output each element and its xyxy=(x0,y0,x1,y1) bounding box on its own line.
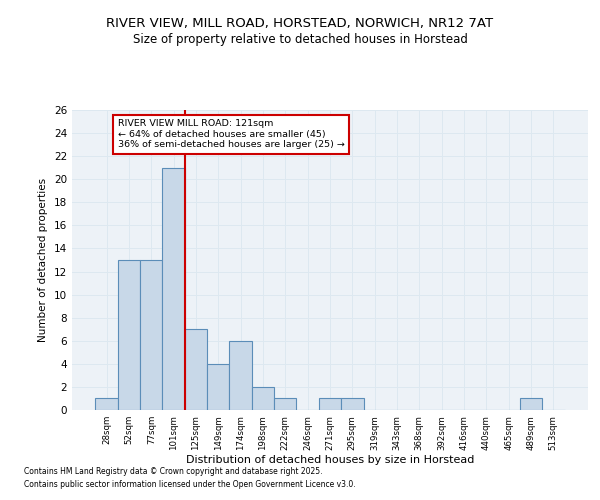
Bar xyxy=(140,260,163,410)
Text: RIVER VIEW MILL ROAD: 121sqm
← 64% of detached houses are smaller (45)
36% of se: RIVER VIEW MILL ROAD: 121sqm ← 64% of de… xyxy=(118,119,344,149)
Bar xyxy=(252,387,274,410)
Text: Contains HM Land Registry data © Crown copyright and database right 2025.: Contains HM Land Registry data © Crown c… xyxy=(24,467,323,476)
Bar xyxy=(229,341,252,410)
Text: RIVER VIEW, MILL ROAD, HORSTEAD, NORWICH, NR12 7AT: RIVER VIEW, MILL ROAD, HORSTEAD, NORWICH… xyxy=(106,18,494,30)
Bar xyxy=(95,398,118,410)
Bar xyxy=(341,398,364,410)
Bar xyxy=(118,260,140,410)
Bar xyxy=(520,398,542,410)
Bar xyxy=(185,329,207,410)
Bar xyxy=(319,398,341,410)
Y-axis label: Number of detached properties: Number of detached properties xyxy=(38,178,49,342)
Bar xyxy=(163,168,185,410)
Text: Size of property relative to detached houses in Horstead: Size of property relative to detached ho… xyxy=(133,32,467,46)
X-axis label: Distribution of detached houses by size in Horstead: Distribution of detached houses by size … xyxy=(186,456,474,466)
Bar xyxy=(274,398,296,410)
Text: Contains public sector information licensed under the Open Government Licence v3: Contains public sector information licen… xyxy=(24,480,356,489)
Bar xyxy=(207,364,229,410)
